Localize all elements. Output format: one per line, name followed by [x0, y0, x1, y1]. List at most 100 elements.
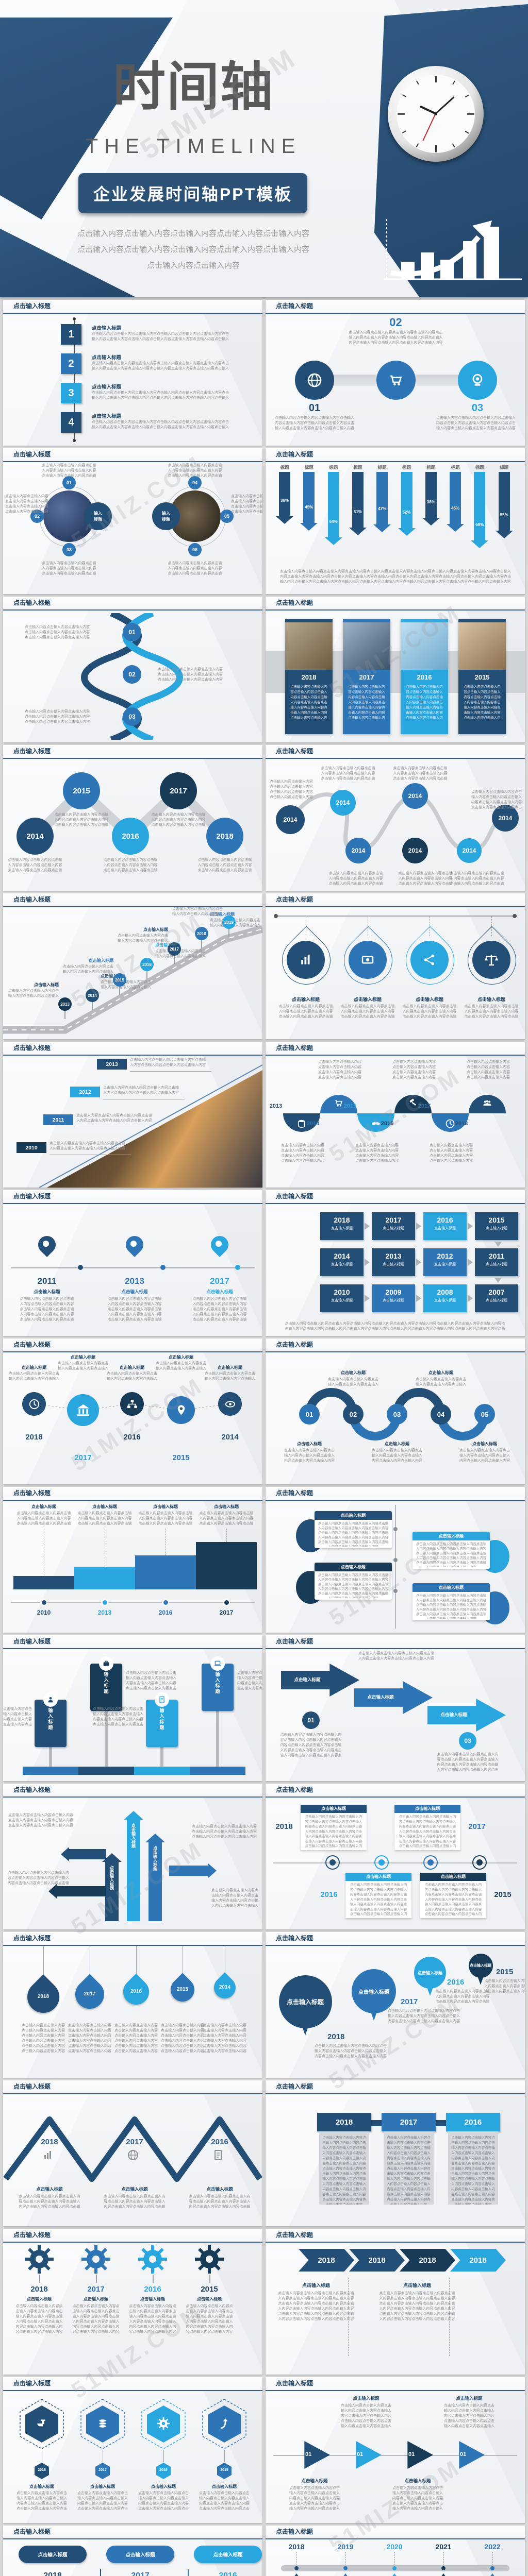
arrow-shaft: [279, 472, 290, 517]
arrow-head-icon: [398, 528, 416, 536]
placeholder-text: 点击输入内容点击输入内容点击输入内容点击输入内容点击输入内容点击输入内容点击输入…: [416, 1378, 466, 1386]
year-label: 2008: [437, 1288, 453, 1296]
placeholder-text: 点击输入内容点击输入内容点击输入内容点击输入内容点击输入内容点击输入内容点击输入…: [210, 919, 260, 927]
year-pin: 2017: [168, 942, 181, 956]
placeholder-text: 点击输入内容点击输入内容点击输入内容点击输入内容点击输入内容点击输入内容点击输入…: [467, 1060, 510, 1079]
line-decoration: [209, 2275, 210, 2283]
year-label: 2015: [343, 1103, 357, 1109]
circle-node: [210, 1656, 225, 1671]
placeholder-text: 点击输入内容点击输入内容点击输入内容点击输入内容点击输入内容点击输入内容点击输入…: [192, 1297, 247, 1321]
line-decoration: [190, 1767, 245, 1775]
placeholder-text: 点击输入内容点击输入内容点击输入内容点击输入内容点击输入内容点击输入内容点击输入…: [387, 2136, 431, 2205]
chevron-year: 2018: [349, 2249, 405, 2272]
placeholder-text: 点击输入内容点击输入内容点击输入内容点击输入内容点击输入内容点击输入内容点击输入…: [393, 767, 448, 781]
placeholder-text: 点击输入内容点击输入内容点击输入内容点击输入内容点击输入内容点击输入内容点击输入…: [392, 2486, 443, 2511]
slide-title: 点击输入标题: [266, 2526, 525, 2539]
placeholder-text: 点击输入内容点击输入内容点击输入内容点击输入内容点击输入内容点击输入内容点击输入…: [328, 872, 383, 886]
placeholder-text: 点击输入内容点击输入内容点击输入内容点击输入内容点击输入内容点击输入内容点击输入…: [322, 2136, 366, 2205]
item-title: 点击输入标题: [34, 982, 59, 987]
slide-thumbnail-17: 点击输入标题 点击输入标题 点击输入内容点击输入内容点击输入内容点击输入内容点击输入…: [3, 1487, 262, 1633]
item-title: 输入标题: [47, 1708, 53, 1731]
year-label: 2007: [488, 1288, 505, 1296]
stem-line: [296, 2552, 297, 2565]
circle-node: [41, 1600, 46, 1605]
item-title: 点击输入标题: [214, 1504, 239, 1509]
pyramid-marker: [332, 2573, 359, 2576]
hexagon-chip: [95, 2463, 110, 2479]
slide-thumbnail-2: 点击输入标题 02 点击输入内容点击输入内容点击输入内容点击输入内容点击输入内容点击…: [266, 300, 525, 446]
placeholder-text: 点击输入内容点击输入内容点击输入内容点击输入内容点击输入内容点击输入内容点击输入…: [58, 1362, 108, 1370]
circle-node: 2014: [276, 805, 305, 834]
circle-node: [160, 1265, 166, 1270]
chevron-year: 2018: [299, 2249, 354, 2272]
column-label: 标题: [451, 465, 460, 470]
item-title: 点击输入标题: [428, 1370, 453, 1375]
slide-title: 点击输入标题: [3, 2377, 262, 2391]
year-label: 2014: [334, 1252, 350, 1260]
placeholder-text: 点击输入内容点击输入内容点击输入内容点击输入内容点击输入内容点击输入内容点击输入…: [138, 1512, 193, 1526]
slide-title: 点击输入标题: [3, 300, 262, 314]
placeholder-text: 点击输入内容点击输入内容点击输入内容点击输入内容点击输入内容点击输入内容点击输入…: [290, 685, 327, 720]
year-pin: 2016: [140, 958, 154, 971]
handshake-icon: [372, 1122, 380, 1126]
year-label: 2018: [288, 2543, 305, 2551]
circle-node: 02: [343, 1404, 364, 1425]
slide-graphic: 输入标题点击输入内容点击输入内容点击输入内容点击输入内容点击输入内容点击输入内容…: [3, 1649, 262, 1781]
slide-thumbnail-24: 点击输入标题 点击输入标题 2018 点击输入内容点击输入内容点击输入内容点击输入内容…: [266, 1932, 525, 2078]
placeholder-text: 点击输入内容点击输入内容点击输入内容点击输入内容点击输入内容点击输入内容点击输入…: [156, 1362, 206, 1370]
slide-title: 点击输入标题: [3, 1338, 262, 1352]
sign-card: 输入标题: [35, 1700, 67, 1747]
circle-node: [410, 941, 449, 979]
slide-thumbnail-18: 点击输入标题 点击输入标题 点击输入内容点击输入内容点击输入内容点击输入内容点击输入…: [266, 1487, 525, 1633]
placeholder-text: 点击输入内容点击输入内容点击输入内容点击输入内容点击输入内容点击输入内容点击输入…: [280, 570, 511, 584]
slide-title: 点击输入标题: [266, 2080, 525, 2094]
year-label: 2018: [301, 673, 317, 681]
placeholder-text: 点击输入内容点击输入内容点击输入内容点击输入内容点击输入内容点击输入内容点击输入…: [484, 1979, 525, 1993]
circle-node: 输入 标题: [152, 502, 180, 530]
card-body: [458, 670, 506, 734]
line-decoration: [11, 1602, 255, 1603]
year-pin: 2015: [113, 973, 126, 987]
placeholder-text: 点击输入内容点击输入内容点击输入内容点击输入内容点击输入内容点击输入内容点击输入…: [444, 2404, 494, 2428]
circle-node: [130, 1241, 137, 1247]
slide-graphic: 2014 2014 2014 2014 2014 2014 2014 点击输入内容点击输入内容…: [266, 759, 525, 891]
year-label: 2013: [385, 1252, 402, 1260]
item-title: 点击输入标题: [143, 927, 168, 932]
year-label: 2017: [385, 1216, 402, 1224]
line-decoration: [273, 2455, 517, 2456]
line-decoration: [174, 955, 175, 964]
line-decoration: [160, 1746, 163, 1767]
slide-title: 点击输入标题: [3, 1784, 262, 1798]
slide-thumbnail-15: 点击输入标题 点击输入标题 点击输入内容点击输入内容点击输入内容点击输入内容点击输入…: [3, 1338, 262, 1484]
sign-card: 输入标题: [146, 1700, 178, 1747]
placeholder-text: 点击输入内容点击输入内容点击输入内容点击输入内容点击输入内容点击输入内容点击输入…: [107, 1372, 157, 1381]
number-label: 01: [308, 402, 321, 414]
circle-node: 输入 标题: [84, 502, 112, 530]
item-title: 点击输入标题: [383, 1227, 404, 1230]
year-label: 2017: [98, 2468, 107, 2472]
gear-icon: [25, 2245, 54, 2274]
placeholder-text: 点击输入内容点击输入内容点击输入内容点击输入内容点击输入内容点击输入内容点击输入…: [379, 2292, 455, 2321]
line-decoration: [134, 1767, 190, 1775]
step-bar: [13, 1576, 74, 1589]
placeholder-text: 点击输入内容点击输入内容点击输入内容点击输入内容点击输入内容点击输入内容点击输入…: [471, 790, 522, 809]
number-badge: 4: [61, 412, 81, 433]
card-photo: [458, 622, 506, 670]
column-body: 点击输入内容点击输入内容点击输入内容点击输入内容点击输入内容点击输入内容点击输入…: [448, 2131, 498, 2205]
year-label: 2014: [306, 1121, 320, 1127]
stem-line: [226, 1529, 227, 1542]
circle-node: [393, 1589, 398, 1593]
item-title: 点击输入标题: [151, 2484, 176, 2489]
year-pin: 2014: [86, 989, 99, 1002]
intro-line: 点击输入内容点击输入内容点击输入内容点击输入内容点击输入内容: [77, 245, 309, 254]
slide-title: 点击输入标题: [3, 597, 262, 611]
road-path: [3, 925, 262, 1034]
circle-node: [102, 1600, 107, 1605]
slide-thumbnail-16: 点击输入标题 01 点击输入标题 点击输入内容点击输入内容点击输入内容点击输入内容点击…: [266, 1338, 525, 1484]
year-label: 2017: [219, 1609, 234, 1616]
divider-line: [348, 2278, 349, 2356]
item-title: 点击输入标题: [206, 1289, 233, 1294]
circle-node: 2014: [402, 838, 428, 863]
placeholder-text: 点击输入内容点击输入内容点击输入内容点击输入内容点击输入内容点击输入内容点击输入…: [77, 2492, 128, 2511]
placeholder-text: 点击输入内容点击输入内容点击输入内容点击输入内容点击输入内容点击输入内容点击输入…: [416, 1543, 487, 1567]
